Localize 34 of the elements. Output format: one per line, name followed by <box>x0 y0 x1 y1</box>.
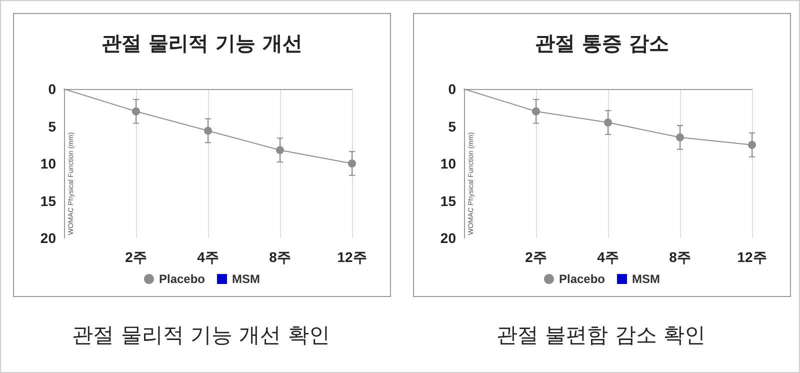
x-tick-label: 2주 <box>525 249 547 265</box>
y-tick-label: 10 <box>440 156 456 172</box>
y-tick-label: 20 <box>40 230 56 246</box>
x-tick-label: 8주 <box>269 249 291 265</box>
legend-label: MSM <box>632 272 660 286</box>
y-tick-label: 0 <box>448 81 456 97</box>
text: 관절 물리적 기능 개선 확인 <box>71 322 331 349</box>
y-tick-label: 15 <box>440 192 456 209</box>
x-tick-label: 12주 <box>337 249 367 265</box>
x-tick-label: 2주 <box>125 249 147 265</box>
legend-label: Placebo <box>558 272 606 286</box>
x-tick-label: 12주 <box>737 249 767 265</box>
x-tick-label: 8주 <box>669 249 691 265</box>
text: 관절 불편함 감소 확인 <box>495 322 707 349</box>
legend-label: MSM <box>232 272 260 286</box>
y-tick-label: 5 <box>448 118 456 134</box>
point <box>348 160 356 168</box>
y-tick-label: 5 <box>48 118 56 134</box>
point <box>748 140 756 149</box>
x-tick-label: 4주 <box>597 249 619 265</box>
y-tick-label: 20 <box>440 230 456 246</box>
chart-title: 관절 물리적 기능 개선 <box>102 31 302 55</box>
x-tick-label: 4주 <box>197 249 219 265</box>
chart-title: 관절 통증 감소 <box>535 31 669 55</box>
point <box>204 126 212 135</box>
y-tick-label: 10 <box>40 156 56 172</box>
y-tick-label: 0 <box>48 81 56 97</box>
point <box>676 133 684 142</box>
y-tick-label: 15 <box>40 192 56 209</box>
point <box>532 107 540 116</box>
point <box>132 107 140 116</box>
point <box>276 146 284 154</box>
legend-label: Placebo <box>158 272 206 286</box>
point <box>604 118 612 127</box>
